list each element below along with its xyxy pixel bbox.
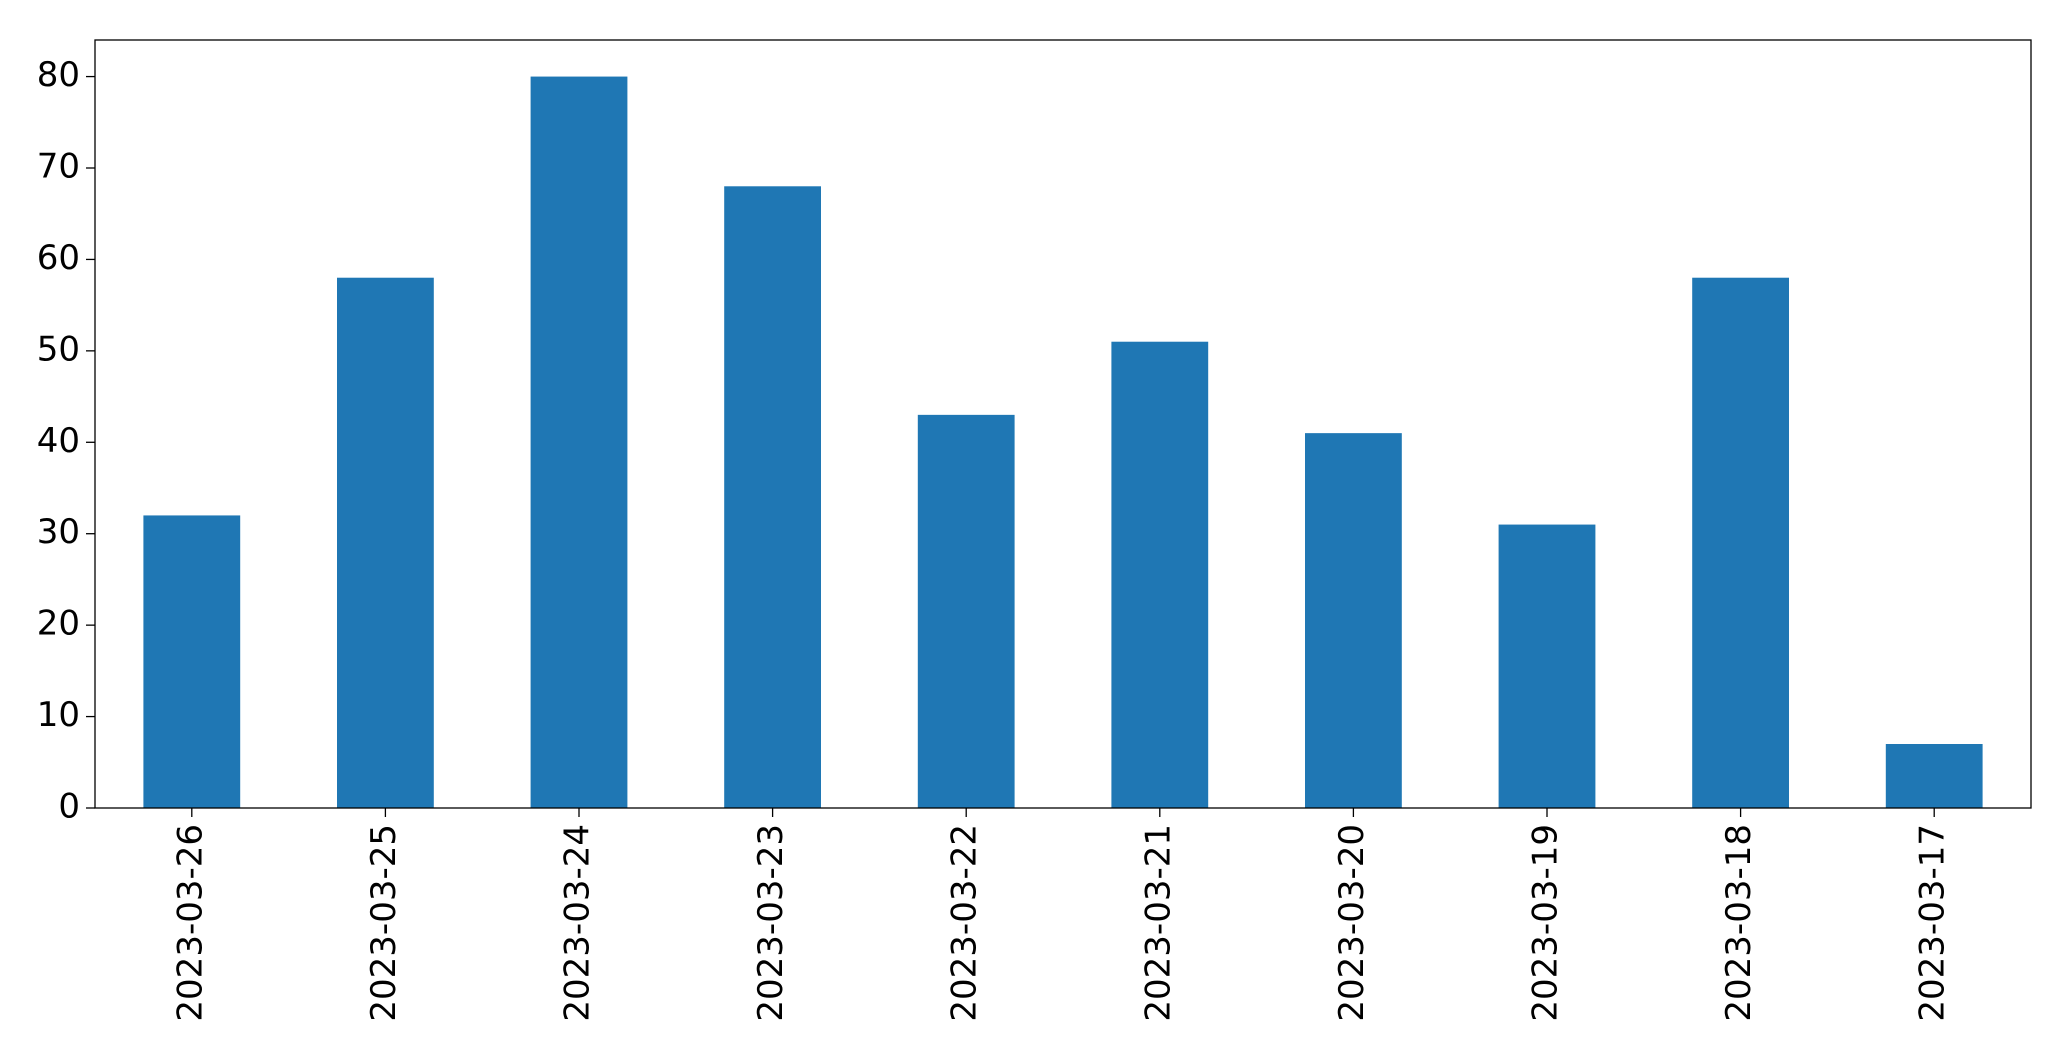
x-tick-label: 2023-03-18 <box>1719 824 1759 1022</box>
bar <box>1885 744 1983 808</box>
x-tick-label: 2023-03-22 <box>945 824 985 1022</box>
bar <box>1498 524 1596 808</box>
y-tick-label: 70 <box>37 147 80 187</box>
y-tick-label: 80 <box>37 55 80 95</box>
x-tick-label: 2023-03-17 <box>1913 824 1953 1022</box>
x-tick-label: 2023-03-19 <box>1526 824 1566 1022</box>
y-tick-label: 40 <box>37 421 80 461</box>
x-tick-label: 2023-03-25 <box>364 824 404 1022</box>
bar <box>1692 277 1789 808</box>
bar <box>530 76 628 809</box>
x-tick-label: 2023-03-23 <box>751 824 791 1022</box>
bar <box>143 515 241 808</box>
y-tick-label: 0 <box>58 787 80 827</box>
x-tick-label: 2023-03-21 <box>1138 824 1178 1022</box>
y-tick-label: 50 <box>37 329 80 369</box>
bar <box>724 186 821 809</box>
plot-frame <box>94 39 2032 809</box>
x-tick-label: 2023-03-20 <box>1332 824 1372 1022</box>
bar <box>337 277 434 808</box>
bar <box>1111 341 1209 808</box>
y-tick-label: 30 <box>37 512 80 552</box>
x-tick-label: 2023-03-26 <box>170 824 210 1022</box>
y-tick-label: 60 <box>37 238 80 278</box>
bar <box>1305 433 1402 808</box>
y-tick-label: 10 <box>37 695 80 735</box>
bar <box>917 414 1015 808</box>
y-tick-label: 20 <box>37 604 80 644</box>
x-tick-label: 2023-03-24 <box>558 824 598 1022</box>
